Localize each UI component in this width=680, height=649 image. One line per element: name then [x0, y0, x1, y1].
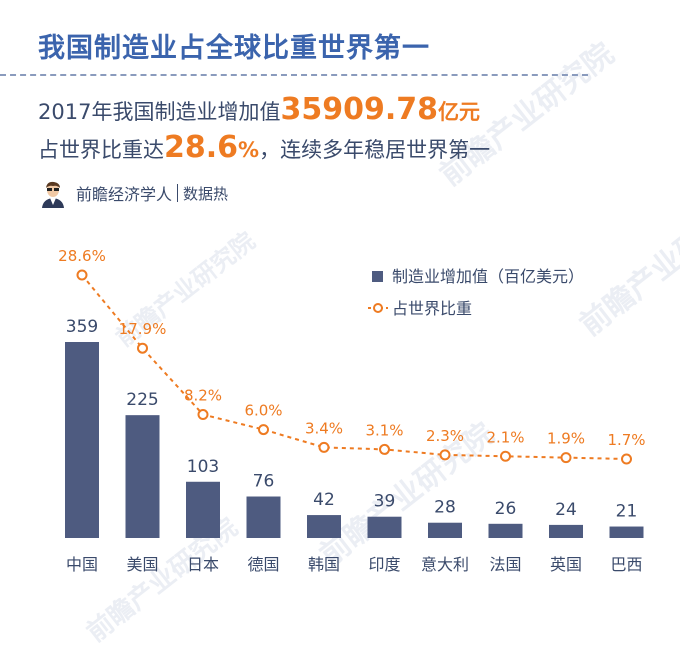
- source-divider: [177, 184, 179, 202]
- bar-value-label: 28: [434, 498, 456, 518]
- x-tick-label: 日本: [187, 555, 219, 574]
- headline-value: 35909.78: [280, 92, 438, 127]
- legend-bar-label: 制造业增加值（百亿美元）: [392, 267, 584, 286]
- share-value-label: 8.2%: [184, 387, 222, 405]
- source-sub: 数据热: [183, 184, 229, 203]
- headline-unit: 亿元: [437, 100, 480, 124]
- bar: [549, 524, 583, 538]
- share-point: [560, 452, 572, 464]
- bar-value-label: 359: [66, 317, 98, 337]
- x-tick-label: 德国: [247, 555, 279, 574]
- share-point: [621, 453, 632, 465]
- share-point: [197, 409, 209, 421]
- bar: [367, 516, 402, 538]
- source-brand: 前瞻经济学人: [76, 185, 173, 204]
- share-point: [76, 269, 88, 281]
- x-tick-label: 印度: [368, 555, 400, 574]
- share-point: [318, 441, 330, 453]
- source-credit: 前瞻经济学人 数据热: [38, 178, 228, 208]
- share-suffix: ，连续多年稳居世界第一: [259, 138, 491, 162]
- x-tick-label: 中国: [66, 555, 98, 574]
- bar-value-label: 26: [495, 499, 517, 519]
- chart: 制造业增加值（百亿美元） 占世界比重 359 中国 225 美国 103 日本 76 德国 42…: [58, 247, 645, 574]
- share-value-label: 28.6%: [58, 247, 106, 265]
- share-value-label: 3.4%: [305, 419, 343, 437]
- x-tick-label: 法国: [489, 555, 521, 574]
- legend: 制造业增加值（百亿美元） 占世界比重: [368, 267, 584, 318]
- bar: [65, 342, 99, 538]
- share-point: [379, 443, 390, 455]
- legend-line-marker: [373, 303, 383, 313]
- share-point: [258, 424, 269, 436]
- share-value-label: 1.9%: [547, 430, 585, 448]
- bar: [246, 496, 281, 538]
- bar-value-label: 21: [616, 502, 638, 522]
- bar-value-label: 39: [374, 492, 396, 512]
- bar: [488, 523, 523, 538]
- bar: [307, 515, 341, 538]
- page-title: 我国制造业占全球比重世界第一: [38, 33, 430, 64]
- share-line: [81, 274, 627, 460]
- share-value-label: 2.1%: [486, 428, 524, 446]
- bar-value-label: 24: [555, 500, 577, 520]
- share-value: 28.6: [164, 130, 239, 165]
- headline-line-1: 2017年我国制造业增加值35909.78亿元: [38, 92, 480, 127]
- share-value-label: 17.9%: [119, 320, 167, 338]
- x-tick-label: 巴西: [610, 555, 642, 574]
- share-point: [137, 342, 148, 354]
- share-point: [500, 450, 511, 462]
- headline-line-2: 占世界比重达28.6%，连续多年稳居世界第一: [38, 130, 490, 165]
- legend-bar-swatch: [372, 271, 383, 282]
- bar: [186, 481, 220, 538]
- bar: [125, 415, 160, 538]
- x-tick-label: 英国: [550, 555, 582, 574]
- x-tick-label: 美国: [126, 555, 158, 574]
- bar-value-label: 225: [126, 390, 158, 410]
- share-point: [439, 449, 451, 461]
- avatar-icon: [38, 178, 68, 208]
- bar: [609, 526, 644, 538]
- legend-line-label: 占世界比重: [392, 299, 472, 318]
- headline-prefix: 2017年我国制造业增加值: [38, 100, 281, 124]
- x-tick-label: 韩国: [308, 555, 340, 574]
- bar: [428, 522, 462, 538]
- share-value-label: 1.7%: [607, 431, 645, 449]
- share-value-label: 6.0%: [244, 402, 282, 420]
- bar-value-label: 76: [253, 472, 275, 492]
- share-unit: %: [238, 138, 260, 162]
- x-tick-label: 意大利: [421, 555, 469, 574]
- share-value-label: 2.3%: [426, 427, 464, 445]
- bar-value-label: 103: [187, 457, 219, 477]
- share-prefix: 占世界比重达: [38, 138, 164, 162]
- bar-value-label: 42: [313, 490, 335, 510]
- title-divider: [0, 74, 588, 76]
- share-value-label: 3.1%: [365, 421, 403, 439]
